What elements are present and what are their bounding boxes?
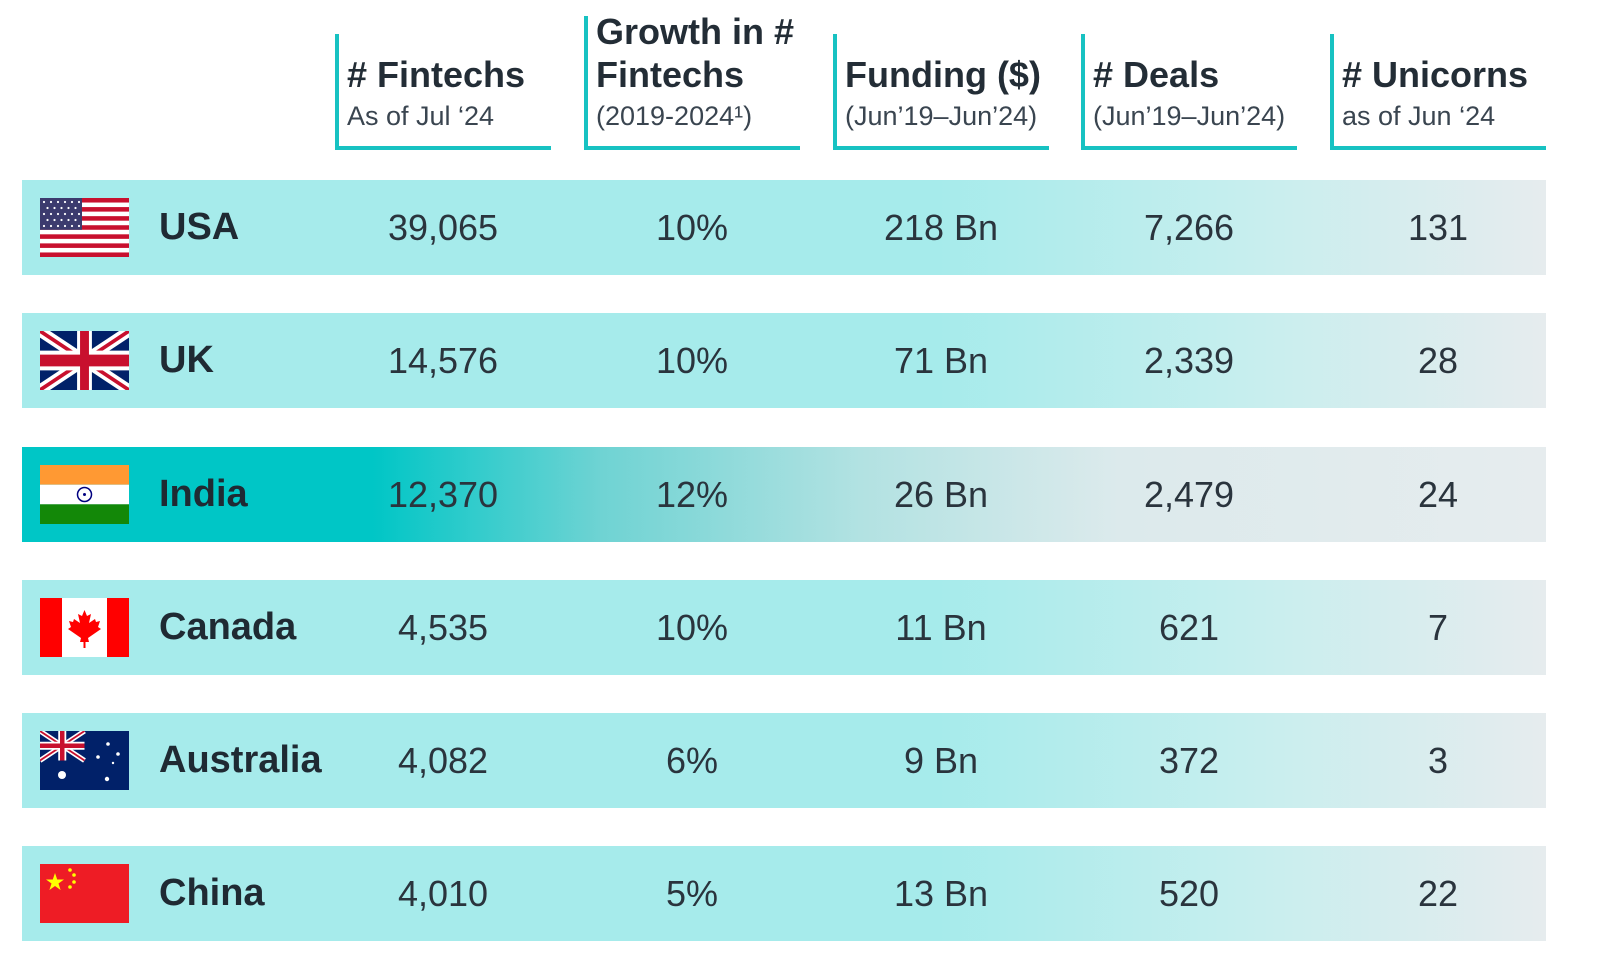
country-label: China: [159, 872, 265, 914]
deals-value: 7,266: [1143, 207, 1235, 248]
column-title: # Unicorns: [1342, 54, 1529, 95]
growth-value: 5%: [665, 873, 719, 914]
growth-value: 10%: [655, 207, 729, 248]
country-label: Australia: [159, 739, 322, 781]
fintechs-value: 12,370: [387, 474, 499, 515]
column-title: # Deals: [1093, 54, 1220, 95]
unicorns-value: 24: [1417, 474, 1459, 515]
fintechs-value: 4,010: [397, 873, 489, 914]
deals-value: 2,479: [1143, 474, 1235, 515]
column-header-deals: # Deals (Jun’19–Jun’24): [1081, 34, 1297, 150]
china-flag-icon: [40, 864, 129, 923]
column-subtitle: As of Jul ‘24: [347, 101, 495, 131]
column-subtitle: (Jun’19–Jun’24): [845, 101, 1038, 131]
unicorns-value: 131: [1407, 207, 1469, 248]
column-header-unicorns: # Unicorns as of Jun ‘24: [1330, 34, 1546, 150]
table-row-china: China 4,010 5% 13 Bn 520 22: [22, 846, 1546, 941]
unicorns-value: 3: [1427, 740, 1449, 781]
table-row-australia: Australia 4,082 6% 9 Bn 372 3: [22, 713, 1546, 808]
country-label: UK: [159, 339, 214, 381]
unicorns-value: 7: [1427, 607, 1449, 648]
column-title: # Fintechs: [347, 54, 526, 95]
funding-value: 71 Bn: [893, 340, 989, 381]
column-subtitle: (Jun’19–Jun’24): [1093, 101, 1286, 131]
india-flag-icon: [40, 465, 129, 524]
growth-value: 6%: [665, 740, 719, 781]
country-label: Canada: [159, 606, 297, 648]
canada-flag-icon: [40, 598, 129, 657]
column-title: Growth in # Fintechs: [596, 11, 794, 95]
column-title: Funding ($): [845, 54, 1041, 95]
table-row-usa: USA 39,065 10% 218 Bn 7,266 131: [22, 180, 1546, 275]
fintechs-value: 4,535: [397, 607, 489, 648]
deals-value: 372: [1158, 740, 1220, 781]
unicorns-value: 28: [1417, 340, 1459, 381]
funding-value: 9 Bn: [903, 740, 979, 781]
column-header-growth: Growth in # Fintechs (2019-2024¹): [584, 11, 800, 150]
country-label: USA: [159, 206, 240, 248]
deals-value: 520: [1158, 873, 1220, 914]
fintechs-value: 4,082: [397, 740, 489, 781]
table-row-uk: UK 14,576 10% 71 Bn 2,339 28: [22, 313, 1546, 408]
table-row-india: India 12,370 12% 26 Bn 2,479 24: [22, 447, 1546, 542]
funding-value: 26 Bn: [893, 474, 989, 515]
column-header-fintechs: # Fintechs As of Jul ‘24: [335, 34, 551, 150]
usa-flag-icon: [40, 198, 129, 257]
unicorns-value: 22: [1417, 873, 1459, 914]
growth-value: 10%: [655, 340, 729, 381]
fintechs-value: 14,576: [387, 340, 499, 381]
country-label: India: [159, 473, 248, 515]
funding-value: 218 Bn: [883, 207, 999, 248]
uk-flag-icon: [40, 331, 129, 390]
column-subtitle: as of Jun ‘24: [1342, 101, 1496, 131]
australia-flag-icon: [40, 731, 129, 790]
funding-value: 13 Bn: [893, 873, 989, 914]
growth-value: 12%: [655, 474, 729, 515]
table-row-canada: Canada 4,535 10% 11 Bn 621 7: [22, 580, 1546, 675]
funding-value: 11 Bn: [895, 607, 987, 648]
deals-value: 2,339: [1143, 340, 1235, 381]
deals-value: 621: [1158, 607, 1220, 648]
column-subtitle: (2019-2024¹): [596, 101, 753, 131]
column-header-funding: Funding ($) (Jun’19–Jun’24): [833, 34, 1049, 150]
fintechs-value: 39,065: [387, 207, 499, 248]
growth-value: 10%: [655, 607, 729, 648]
